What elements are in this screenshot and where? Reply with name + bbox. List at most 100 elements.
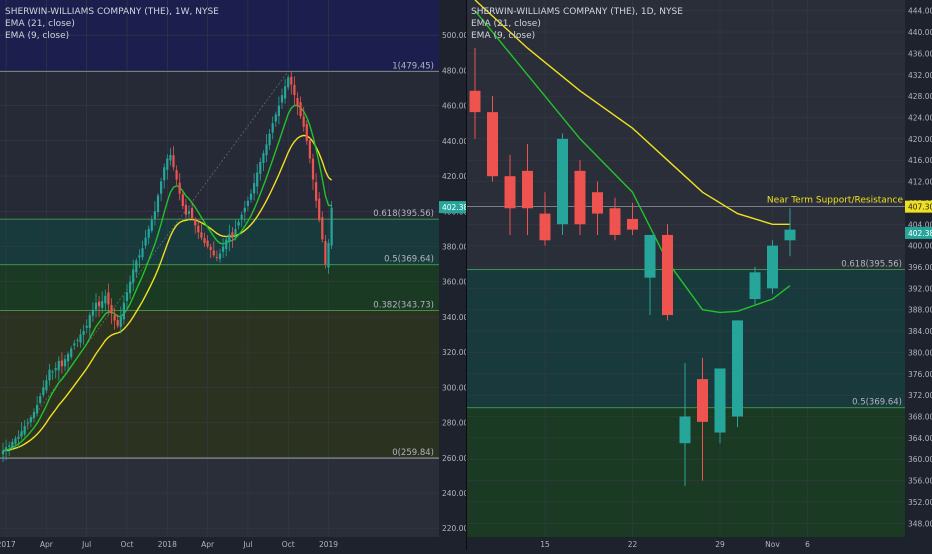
weekly-candle-body (8, 445, 11, 447)
weekly-chart-panel[interactable]: 1(479.45) 0.618(395.56) 0.5(369.64) 0.382(3… (0, 0, 468, 550)
weekly-time-axis (0, 537, 466, 550)
weekly-candle-body (302, 116, 305, 127)
weekly-candle-body (113, 315, 116, 321)
weekly-price-tick: 300.00 (442, 383, 466, 392)
weekly-time-tick: 2019 (319, 540, 338, 549)
weekly-candle-body (215, 256, 218, 258)
daily-time-tick: 29 (715, 540, 725, 549)
weekly-price-tick: 480.00 (442, 66, 466, 75)
daily-price-tick: 432.00 (908, 71, 932, 80)
weekly-candle-body (259, 161, 262, 174)
weekly-candle-body (209, 246, 212, 251)
daily-price-tick: 372.00 (908, 391, 932, 400)
daily-candle-body (644, 234, 656, 278)
weekly-candle-body (11, 441, 14, 449)
weekly-candle-body (5, 447, 8, 451)
weekly-candle-body (184, 204, 187, 215)
weekly-fib-label: 0.5(369.64) (384, 255, 434, 265)
daily-price-tick: 392.00 (908, 284, 932, 293)
weekly-candle-body (70, 348, 73, 358)
weekly-price-tick: 280.00 (442, 419, 466, 428)
weekly-candle-body (318, 198, 321, 221)
weekly-price-axis (439, 0, 466, 550)
weekly-candle-body (42, 387, 45, 396)
weekly-candle-body (163, 167, 166, 181)
weekly-candle-body (277, 105, 280, 117)
weekly-candle-body (212, 250, 215, 256)
weekly-ema9-line (2, 104, 332, 452)
weekly-candle-body (228, 234, 231, 242)
weekly-candle-body (45, 380, 48, 391)
weekly-chart-svg[interactable]: 1(479.45) 0.618(395.56) 0.5(369.64) 0.382(3… (0, 0, 468, 550)
weekly-time-tick: Jul (242, 540, 252, 549)
weekly-fib-label: 0(259.84) (392, 448, 434, 458)
daily-last-price-tag (905, 226, 932, 239)
daily-price-tick: 348.00 (908, 519, 932, 528)
weekly-last-price-text: 402.38 (442, 203, 466, 212)
weekly-candle-body (144, 237, 147, 246)
weekly-zone-05-0382 (0, 264, 439, 311)
weekly-last-price-tag (439, 201, 466, 214)
daily-price-tick: 428.00 (908, 92, 932, 101)
daily-chart-svg[interactable]: 0.618(395.56) 0.5(369.64) Near Term Suppor… (467, 0, 932, 550)
weekly-candle-body (274, 114, 277, 122)
weekly-candle-body (135, 260, 138, 273)
weekly-fib-label: 0.618(395.56) (373, 209, 434, 219)
weekly-candle-body (249, 193, 253, 200)
weekly-candle-body (187, 211, 191, 214)
weekly-candle-body (240, 214, 243, 219)
weekly-candle-body (39, 396, 42, 403)
weekly-candle-body (296, 97, 299, 106)
weekly-price-tick: 380.00 (442, 242, 466, 251)
weekly-candle-body (119, 316, 122, 327)
weekly-candle-body (234, 228, 237, 236)
weekly-candle-body (73, 343, 76, 346)
weekly-candle-body (197, 225, 200, 233)
weekly-candle-body (36, 404, 39, 414)
weekly-candle-body (1, 450, 5, 455)
weekly-candle-body (191, 208, 194, 219)
weekly-candle-body (166, 158, 169, 170)
weekly-chart-title: SHERWIN-WILLIAMS COMPANY (THE), 1W, NYSE (5, 7, 219, 17)
weekly-candle-body (88, 315, 91, 328)
weekly-fib-label: 1(479.45) (392, 61, 434, 71)
weekly-candle-body (231, 232, 234, 238)
weekly-candle-body (262, 153, 265, 163)
weekly-candle-body (271, 123, 274, 133)
weekly-price-tick: 500.00 (442, 31, 466, 40)
weekly-candle-body (82, 331, 85, 335)
daily-candle-body (592, 192, 603, 214)
weekly-candle-body (268, 133, 271, 146)
weekly-candle-body (315, 182, 318, 201)
weekly-candle-body (305, 124, 308, 141)
weekly-candle-body (20, 431, 23, 437)
weekly-candle-body (57, 360, 60, 371)
daily-price-tick: 440.00 (908, 28, 932, 37)
daily-price-tick: 364.00 (908, 434, 932, 443)
panel-divider[interactable] (466, 0, 467, 550)
daily-zone-0618-05 (467, 269, 905, 408)
weekly-candle-body (172, 155, 175, 168)
weekly-time-tick: Apr (40, 540, 54, 549)
daily-chart-panel[interactable]: 0.618(395.56) 0.5(369.64) Near Term Suppor… (467, 0, 932, 550)
weekly-candle-body (256, 172, 259, 187)
weekly-candle-body (122, 302, 125, 320)
weekly-price-tick: 440.00 (442, 137, 466, 146)
daily-fib-label: 0.618(395.56) (841, 259, 902, 269)
weekly-price-tick: 460.00 (442, 102, 466, 111)
daily-time-axis (467, 537, 932, 550)
daily-price-tick: 436.00 (908, 49, 932, 58)
daily-price-tick: 444.00 (908, 7, 932, 16)
weekly-candle-body (321, 217, 324, 240)
daily-price-tick: 356.00 (908, 477, 932, 486)
weekly-candle-body (280, 95, 284, 103)
weekly-candle-body (293, 84, 296, 96)
weekly-candle-body (107, 292, 110, 305)
weekly-candle-body (138, 255, 141, 258)
daily-price-tick: 416.00 (908, 156, 932, 165)
weekly-candle-body (330, 207, 333, 246)
weekly-candle-body (246, 200, 249, 207)
weekly-time-tick: 2018 (158, 540, 177, 549)
weekly-fib-label: 0.382(343.73) (373, 300, 434, 310)
weekly-candle-body (265, 144, 268, 156)
